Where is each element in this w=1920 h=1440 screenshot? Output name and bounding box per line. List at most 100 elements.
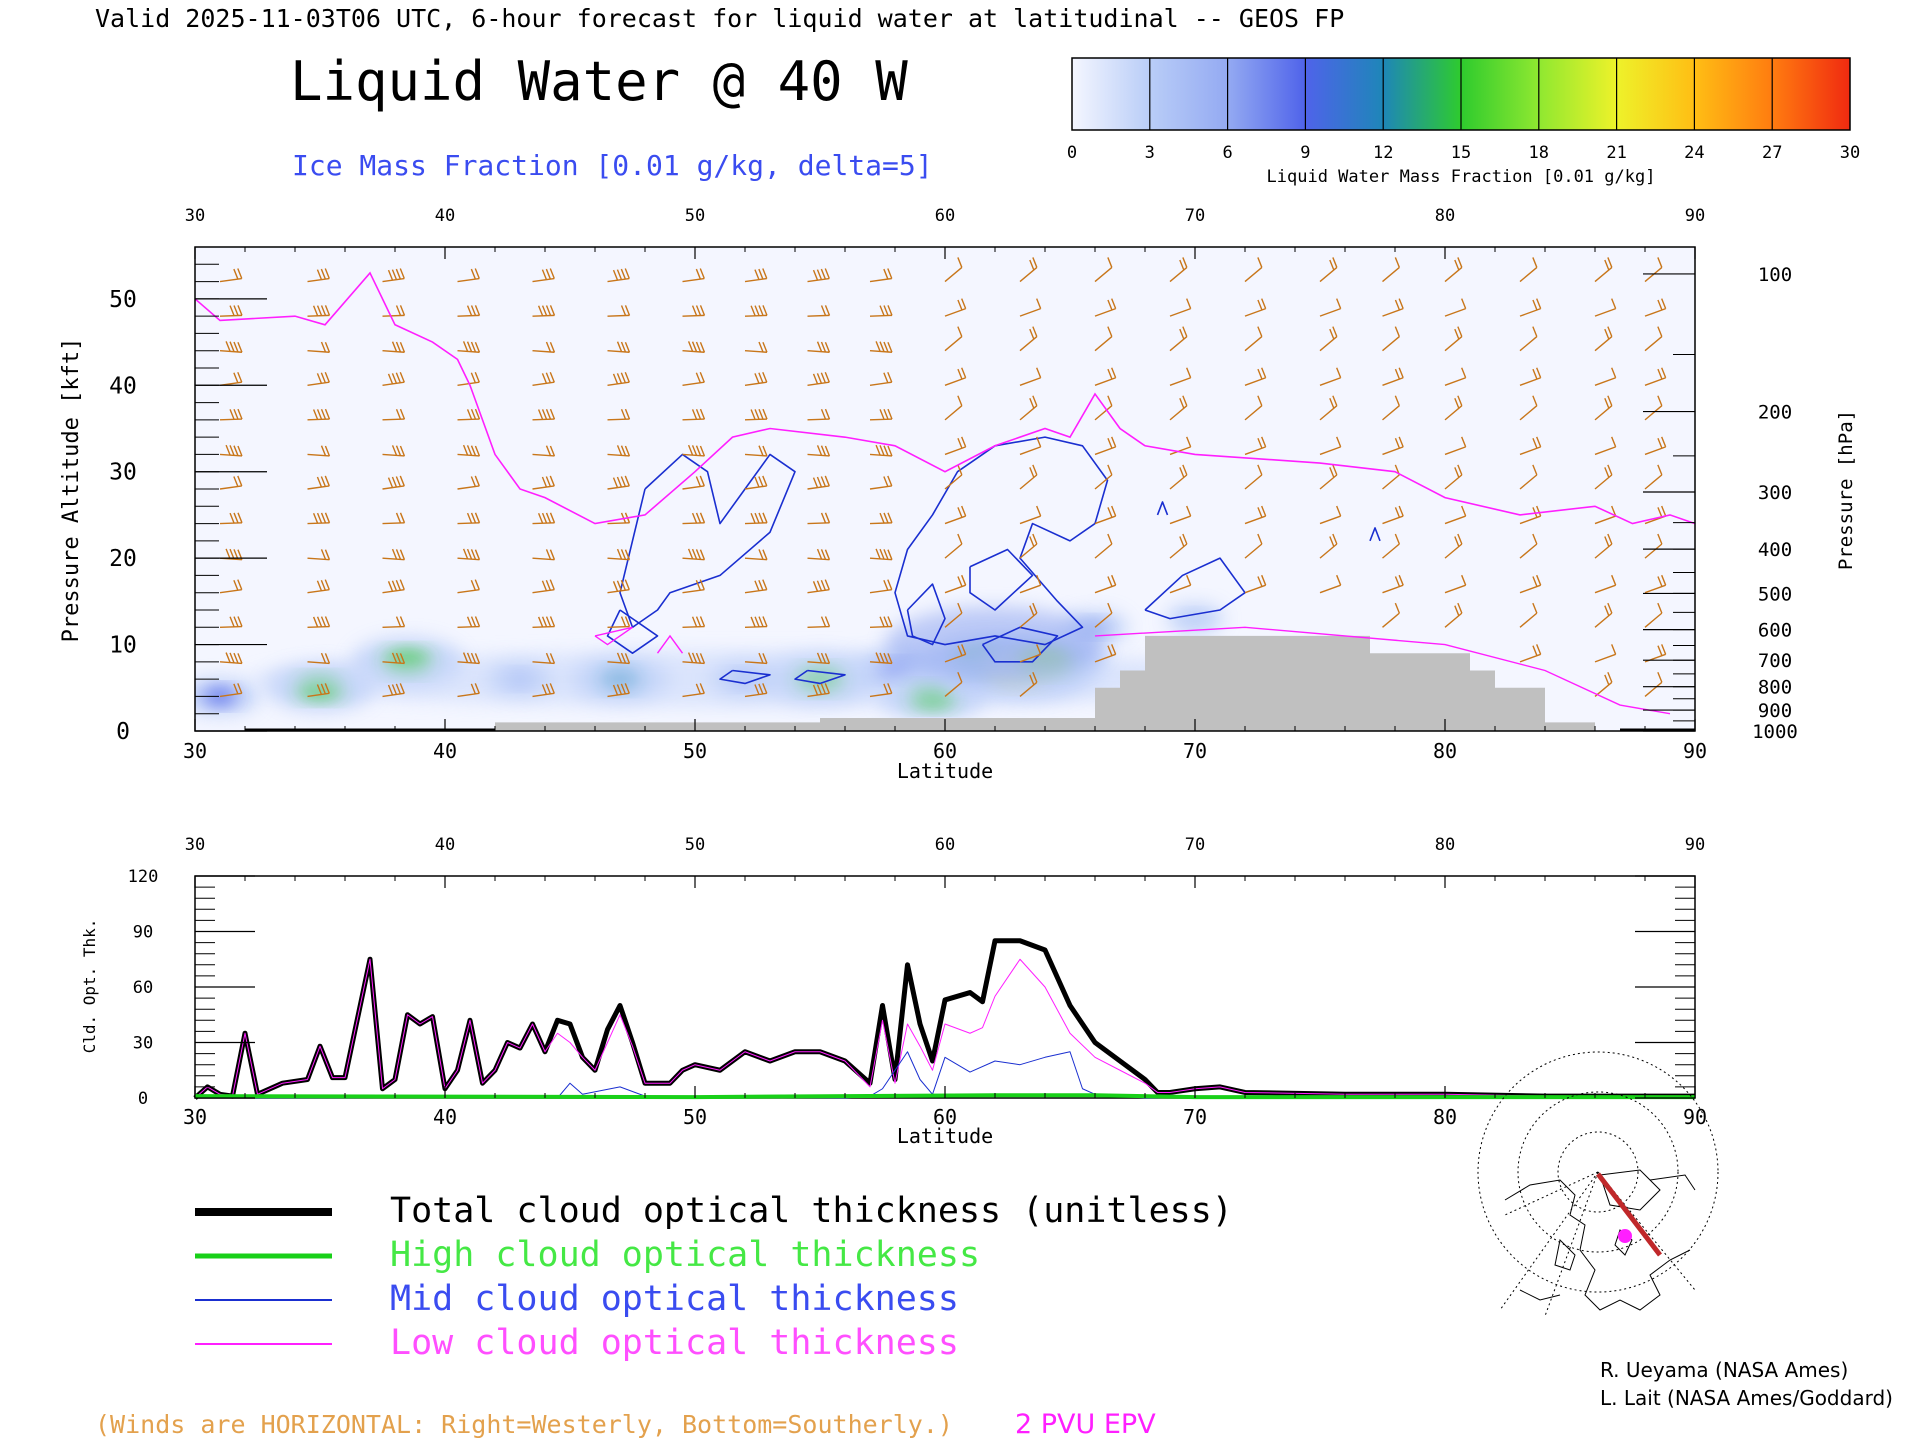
wind-barb-feather [758,445,764,456]
wind-barb-feather [324,653,331,664]
wind-barb-feather [237,616,243,627]
wind-barb-feather [624,371,630,383]
wind-barb-staff [807,453,830,457]
wind-barb [382,305,406,317]
wind-barb [1244,505,1267,525]
wind-barb-feather [695,512,702,524]
wind-barb-feather [549,512,556,524]
wind-barb [1644,574,1667,594]
wind-barb-feather [470,445,477,456]
wind-barb-feather [1604,398,1610,409]
wind-barb [1319,533,1338,559]
wind-barb [1644,533,1663,559]
wind-barb-feather [312,512,319,524]
top-x-tick-label-upper: 40 [435,206,455,226]
wind-barb-feather [233,652,239,664]
series-low [194,958,1695,1099]
wind-barb-feather [957,576,963,587]
wind-barb-feather [324,268,330,279]
wind-barb-feather [699,305,706,316]
wind-barb-feather [1532,299,1538,311]
wind-barb-staff [1594,446,1616,456]
wind-barb-staff [382,625,405,628]
wind-barb [944,395,963,421]
top-x-tick-label-upper: 80 [1435,206,1455,226]
wind-barb-feather [395,512,402,524]
wind-barb [1019,672,1038,697]
wind-barb-feather [320,549,327,560]
wind-barb-feather [816,373,823,384]
wind-barb-feather [624,408,631,420]
wind-barb-feather [820,305,827,316]
wind-barb-staff [944,405,963,421]
wind-barb [1319,436,1342,456]
wind-barb-feather [1107,533,1113,545]
wind-barb-feather [957,257,963,268]
bottom-x-label: Latitude [897,1124,993,1148]
legend: Total cloud optical thickness (unitless)… [195,1191,1233,1363]
wind-barb-feather [612,269,619,281]
wind-barb [869,341,893,353]
wind-barb [944,367,967,386]
wind-barb-feather [387,581,394,592]
wind-barb-feather [1182,257,1188,268]
wind-barb-feather [957,464,963,476]
bottom-plot-frame [194,875,1696,1099]
wind-barb-staff [1519,377,1541,386]
wind-barb-staff [869,588,892,594]
wind-barb-feather [758,579,764,591]
wind-barb [1319,505,1342,525]
wind-barb-feather [1394,437,1401,449]
bottom-y-tick-label: 60 [133,978,153,998]
wind-barb-feather [887,616,893,627]
wind-barb [1094,395,1113,421]
wind-barb-feather [537,305,544,317]
wind-barb [944,533,963,559]
wind-barb-feather [324,445,331,457]
wind-barb-feather [754,373,760,384]
wind-barb-staff [807,485,830,490]
bottom-y-tick-label: 30 [133,1034,153,1054]
wind-barb [1094,326,1113,352]
wind-barb-feather [695,616,702,627]
wind-barb-staff [1244,474,1263,490]
wind-barb [1169,298,1192,317]
wind-barb [682,371,705,386]
wind-barb-feather [957,672,963,683]
wind-barb-staff [1019,515,1041,525]
wind-barb-staff [944,474,963,490]
wind-barb-feather [1536,436,1542,448]
wind-barb-staff [944,446,966,456]
wind-barb-feather [758,341,764,353]
wind-barb-staff [219,485,242,490]
wind-barb-staff [1244,336,1263,352]
wind-barb-feather [1107,326,1113,337]
wind-barb-feather [758,683,764,695]
wind-barb-staff [532,588,555,594]
wind-barb-feather [1329,328,1335,340]
wind-barb-feather [824,579,830,590]
top-x-tick-label-upper: 90 [1685,206,1705,226]
wind-barb-staff [944,336,963,352]
wind-barb [744,652,768,665]
wind-barb-feather [699,512,706,524]
wind-barb-feather [1179,328,1185,340]
wind-barb-feather [324,616,331,627]
wind-barb-feather [1329,259,1335,271]
wind-barb-staff [1094,446,1116,456]
wind-barb [1019,533,1038,559]
top-pressure-tick-label: 400 [1758,539,1792,561]
wind-barb-feather [820,408,827,420]
wind-barb-feather [1604,328,1610,340]
wind-barb-feather [762,549,768,560]
wind-barb-feather [1454,398,1460,409]
wind-barb-feather [883,549,889,560]
wind-barb-staff [1094,405,1113,421]
wind-barb-feather [1107,299,1113,311]
wind-barb-feather [229,305,235,316]
wind-barb-feather [816,548,823,560]
wind-barb-staff [1169,446,1191,456]
wind-barb-feather [758,652,764,664]
wind-barb-feather [1536,505,1542,517]
wind-barb [1382,533,1401,559]
